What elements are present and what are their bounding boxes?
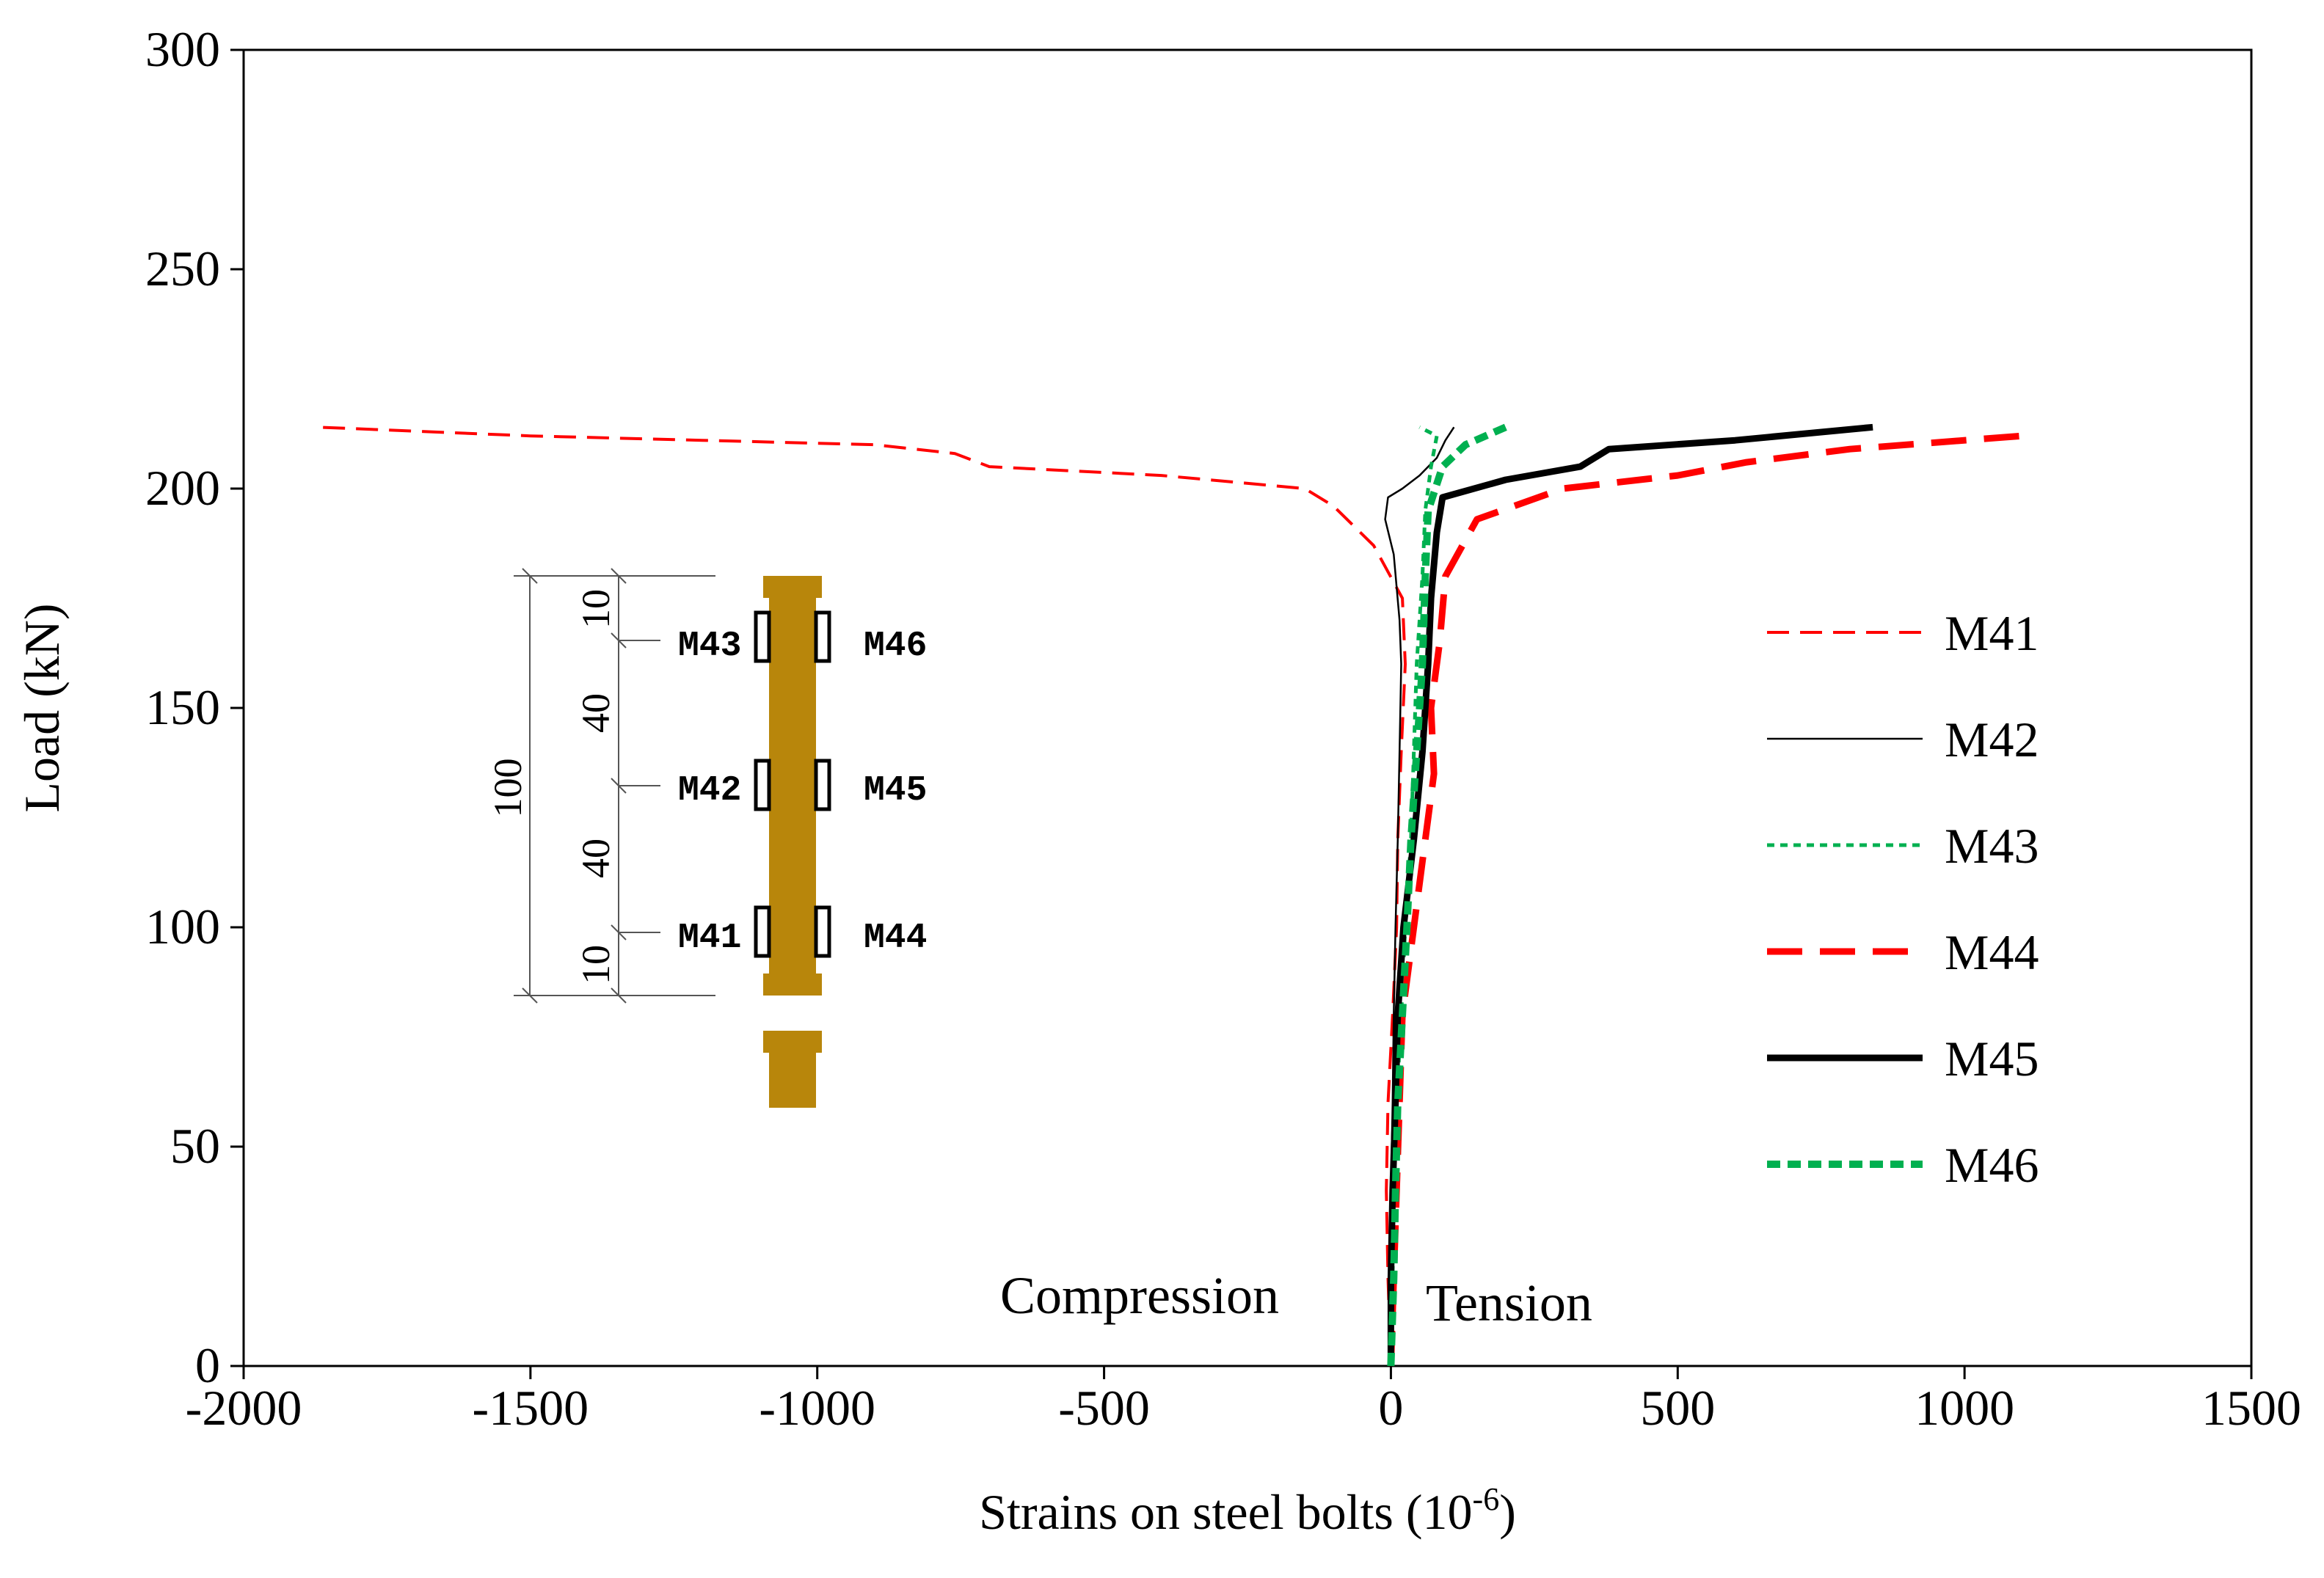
y-axis-ticks: 0 50 100 150 200 250 300: [145, 21, 244, 1393]
gauge-m41: [754, 905, 771, 958]
x-tick-label: 1500: [2201, 1380, 2301, 1436]
legend-label-m46: M46: [1945, 1137, 2039, 1193]
gauge-m46: [814, 610, 831, 663]
bolt-nut-bottom: [769, 1049, 816, 1108]
y-tick-label: 150: [145, 679, 220, 735]
gauge-m44: [814, 905, 831, 958]
x-axis-title-suffix: ): [1499, 1484, 1516, 1540]
inset-label-m42: M42: [678, 771, 741, 811]
bolt-inset-diagram: 100 10 40 40 10 M43 M42 M41 M46 M45 M44: [486, 568, 927, 1108]
x-axis-title: Strains on steel bolts (10-6): [979, 1481, 1516, 1540]
legend: M41 M42 M43 M44 M45 M46: [1767, 605, 2039, 1193]
y-tick-label: 0: [195, 1337, 220, 1393]
x-axis-title-exponent: -6: [1473, 1481, 1500, 1517]
legend-label-m44: M44: [1945, 924, 2039, 980]
inset-label-m45: M45: [864, 771, 927, 811]
y-tick-label: 250: [145, 241, 220, 296]
tension-label: Tension: [1426, 1274, 1592, 1332]
legend-label-m45: M45: [1945, 1031, 2039, 1086]
series-line-m46: [1387, 423, 1507, 1367]
x-tick-label: -500: [1058, 1380, 1150, 1436]
x-axis-ticks: -2000 -1500 -1000 -500 0 500 1000 1500: [186, 1366, 2301, 1436]
series-layer: [318, 423, 2022, 1367]
gauge-m45: [814, 759, 831, 811]
x-tick-label: -2000: [186, 1380, 302, 1436]
series-line-m41: [318, 425, 1407, 1367]
legend-label-m42: M42: [1945, 712, 2039, 767]
x-axis-title-main: Strains on steel bolts (10: [979, 1484, 1472, 1540]
x-tick-label: 0: [1378, 1380, 1403, 1436]
legend-label-m41: M41: [1945, 605, 2039, 661]
x-tick-label: -1000: [759, 1380, 875, 1436]
y-tick-label: 200: [145, 460, 220, 516]
y-tick-label: 100: [145, 899, 220, 954]
compression-label: Compression: [1000, 1266, 1279, 1325]
x-tick-label: 500: [1640, 1380, 1715, 1436]
inset-label-m44: M44: [864, 918, 927, 958]
inset-dim-total: 100: [486, 759, 530, 818]
inset-label-m46: M46: [864, 627, 927, 666]
inset-label-m43: M43: [678, 627, 741, 666]
gauge-m43: [754, 610, 771, 663]
inset-dim-bottom: 10: [574, 945, 618, 985]
inset-dim-upper-mid: 40: [574, 693, 618, 733]
inset-dim-top: 10: [574, 589, 618, 629]
bolt-shank: [769, 594, 816, 977]
y-tick-label: 300: [145, 21, 220, 77]
x-tick-label: 1000: [1915, 1380, 2014, 1436]
inset-label-m41: M41: [678, 918, 741, 958]
y-tick-label: 50: [170, 1118, 220, 1174]
gauge-m42: [754, 759, 771, 811]
legend-label-m43: M43: [1945, 818, 2039, 874]
y-axis-title: Load (kN): [14, 603, 70, 812]
x-tick-label: -1500: [473, 1380, 589, 1436]
bolt-end: [763, 974, 822, 996]
inset-dim-lower-mid: 40: [574, 839, 618, 878]
